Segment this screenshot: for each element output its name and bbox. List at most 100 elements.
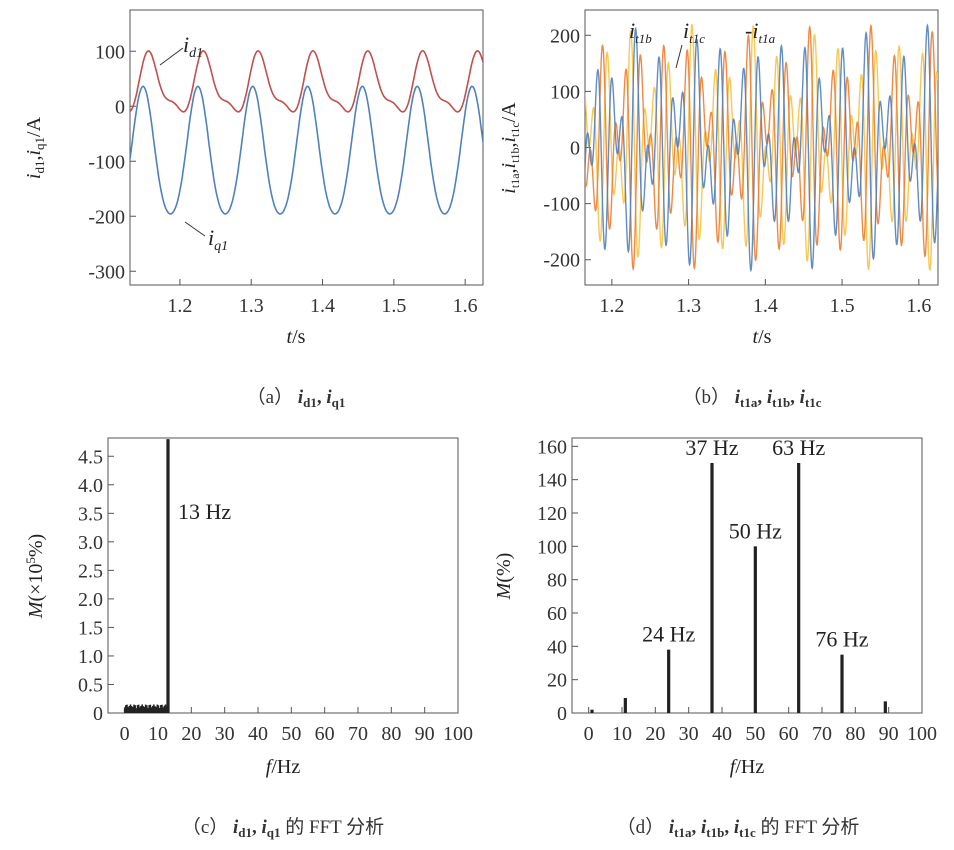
- panel-c-ytick-label-9: 4.5: [78, 446, 103, 468]
- panel-d-xtick-label-10: 100: [907, 723, 937, 745]
- panel-d-ytick-label-8: 160: [537, 436, 567, 458]
- panel-b-ylabel: it1a,it1b,it1c/A: [498, 102, 522, 194]
- panel-d-xtick-label-2: 20: [645, 723, 665, 745]
- panel-c-xtick-label-3: 30: [215, 723, 235, 745]
- panel-c-caption: （c） id1, iq1 的 FFT 分析: [182, 816, 384, 840]
- panel-c-ytick-label-4: 2.0: [78, 589, 103, 611]
- panel-d-xtick-label-9: 90: [879, 723, 899, 745]
- panel-c-xtick-label-8: 80: [381, 723, 401, 745]
- panel-d-peak-label-5: 63 Hz: [772, 435, 825, 460]
- panel-d-ytick-label-2: 40: [547, 636, 567, 658]
- panel-b-ytick-label-3: -100: [543, 194, 580, 216]
- panel-d-xtick-label-4: 40: [712, 723, 732, 745]
- panel-c-xtick-label-5: 50: [281, 723, 301, 745]
- panel-b-xlabel: t/s: [753, 326, 772, 348]
- panel-a-xtick-label-2: 1.4: [310, 295, 335, 317]
- panel-b-xtick-label-0: 1.2: [599, 295, 624, 317]
- panel-d-spectrum-bar-7: [883, 701, 887, 713]
- panel-a-ytick-label-1: 0: [115, 96, 125, 118]
- panel-d-spectrum-bar-3: [710, 463, 714, 713]
- panel-b-caption: （b） it1a, it1b, it1c: [682, 386, 821, 410]
- panel-c-fft-dq-currents: 0 0.5 1.0 1.5 2.0 2.5 3.0 3.5 4.0 4.5 0 10 20 30 40 50…: [23, 437, 473, 840]
- panel-d-xtick-label-7: 70: [812, 723, 832, 745]
- panel-b-xtick-label-1: 1.3: [676, 295, 701, 317]
- panel-c-ytick-label-7: 3.5: [78, 503, 103, 525]
- panel-d-ytick-label-1: 20: [547, 670, 567, 692]
- series-leader-i-d1: [159, 47, 184, 66]
- panel-b-time-domain-phase-currents: 200 100 0 -100 -200 1.2 1.3 1.4 1.5 1.6 it1b it1…: [498, 9, 939, 410]
- panel-d-caption: （d） it1a, it1b, it1c 的 FFT 分析: [617, 816, 860, 840]
- panel-d-ytick-label-6: 120: [537, 503, 567, 525]
- panel-d-xtick-label-0: 0: [584, 723, 594, 745]
- panel-a-ytick-label-3: -200: [88, 206, 125, 228]
- panel-a-plot-frame: [129, 9, 484, 286]
- panel-c-ytick-label-2: 1.0: [78, 646, 103, 668]
- series-leader-i-q1: [184, 221, 206, 237]
- panel-d-spectrum-bar-2: [667, 649, 671, 713]
- panel-d-plot-frame: [571, 437, 923, 714]
- panel-d-peak-label-4: 50 Hz: [729, 518, 782, 543]
- panel-d-ytick-label-5: 100: [537, 536, 567, 558]
- panel-c-xtick-label-2: 20: [181, 723, 201, 745]
- panel-d-xtick-label-1: 10: [612, 723, 632, 745]
- series-label-i-q1: iq1: [208, 225, 228, 254]
- panel-d-fft-phase-currents: 0 20 40 60 80 100 120 140 160 0 10 20 30 40 50 60 70 80 9…: [493, 435, 937, 840]
- panel-d-ytick-label-7: 140: [537, 470, 567, 492]
- panel-b-xtick-label-3: 1.5: [830, 295, 855, 317]
- panel-a-xtick-label-4: 1.6: [453, 295, 478, 317]
- panel-c-peak-label-0: 13 Hz: [178, 499, 231, 524]
- panel-d-ytick-label-3: 60: [547, 603, 567, 625]
- panel-a-caption: （a） id1, iq1: [247, 386, 346, 410]
- panel-d-spectrum-bar-5: [797, 463, 801, 713]
- panel-d-peak-label-3: 37 Hz: [685, 435, 738, 460]
- panel-c-xtick-label-10: 100: [443, 723, 473, 745]
- panel-b-xtick-label-2: 1.4: [753, 295, 778, 317]
- panel-c-plot-frame: [107, 437, 459, 714]
- panel-c-ytick-label-8: 4.0: [78, 475, 103, 497]
- panel-c-xtick-label-7: 70: [348, 723, 368, 745]
- panel-c-ytick-label-1: 0.5: [78, 674, 103, 696]
- panel-d-spectrum-bar-1: [623, 698, 627, 713]
- panel-d-spectrum-bar-4: [753, 546, 757, 713]
- panel-a-ytick-label-2: -100: [88, 151, 125, 173]
- panel-a-xtick-label-1: 1.3: [239, 295, 264, 317]
- panel-b-ytick-label-4: -200: [543, 250, 580, 272]
- panel-b-ytick-label-1: 100: [550, 81, 580, 103]
- panel-b-xtick-label-4: 1.6: [906, 295, 931, 317]
- panel-d-peak-label-6: 76 Hz: [815, 627, 868, 652]
- series-label-i-t1a: -it1a: [745, 18, 776, 46]
- panel-c-ylabel: M(×105%): [23, 534, 47, 619]
- panel-c-xtick-label-0: 0: [120, 723, 130, 745]
- series-label-i-t1c: it1c: [683, 18, 705, 46]
- panel-d-spectrum-bar-0: [590, 709, 594, 713]
- panel-c-spectrum-bar-0: [166, 439, 170, 713]
- panel-c-xtick-label-4: 40: [248, 723, 268, 745]
- panel-d-xtick-label-5: 50: [745, 723, 765, 745]
- panel-a-ytick-label-4: -300: [88, 261, 125, 283]
- panel-d-xtick-label-3: 30: [679, 723, 699, 745]
- series-leader-i-t1c: [675, 44, 683, 69]
- panel-c-xtick-label-9: 90: [415, 723, 435, 745]
- panel-d-peak-label-2: 24 Hz: [642, 622, 695, 647]
- panel-d-ylabel: M(%): [493, 553, 515, 601]
- series-line-i-t1b: [585, 23, 938, 273]
- panel-c-xtick-label-6: 60: [315, 723, 335, 745]
- panel-c-xlabel: f/Hz: [266, 756, 301, 778]
- panel-d-xtick-label-8: 80: [845, 723, 865, 745]
- panel-c-xtick-label-1: 10: [148, 723, 168, 745]
- series-line-i-d1: [130, 50, 483, 113]
- panel-b-ytick-label-0: 200: [550, 25, 580, 47]
- panel-c-ytick-label-6: 3.0: [78, 532, 103, 554]
- panel-d-spectrum-bar-6: [840, 654, 844, 713]
- panel-a-ylabel: id1,iq1/A: [23, 116, 47, 179]
- series-label-i-t1b: it1b: [629, 18, 652, 46]
- panel-a-time-domain-dq-currents: 100 0 -100 -200 -300 1.2 1.3 1.4 1.5 1.6 id1 iq1…: [23, 9, 484, 410]
- panel-b-ytick-label-2: 0: [570, 138, 580, 160]
- panel-d-xtick-label-6: 60: [779, 723, 799, 745]
- panel-a-xtick-label-3: 1.5: [381, 295, 406, 317]
- panel-a-xtick-label-0: 1.2: [167, 295, 192, 317]
- panel-a-ytick-label-0: 100: [95, 41, 125, 63]
- panel-c-ytick-label-0: 0: [93, 703, 103, 725]
- panel-d-ytick-label-0: 0: [557, 703, 567, 725]
